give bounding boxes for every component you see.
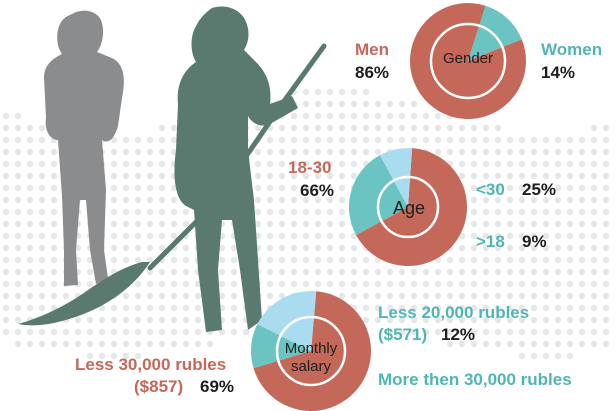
salary-less-20000-sub: ($571): [378, 325, 428, 344]
center-ring: [429, 22, 507, 100]
age-under-30-label: <30: [476, 180, 505, 199]
salary-less-20000-label: Less 20,000 rubles: [378, 303, 530, 322]
age-donut: [349, 147, 467, 266]
salary-less-30000-sub: ($857): [134, 377, 184, 396]
salary-center-label-line2: salary: [290, 358, 331, 375]
gender-center-label: Gender: [442, 50, 494, 67]
slice-men: [410, 2, 527, 119]
slice-18-30: [356, 148, 467, 266]
age-18-30-label: 18-30: [288, 158, 332, 177]
salary-donut: [250, 291, 371, 411]
women-percent: 14%: [541, 63, 576, 82]
center-ring: [376, 175, 440, 239]
age-center-label: Age: [392, 198, 426, 218]
age-over-18-label: >18: [476, 232, 505, 251]
slice-women: [468, 5, 522, 62]
age-18-30-percent: 66%: [300, 181, 335, 200]
center-ring: [275, 315, 347, 387]
age-over-18-percent: 9%: [522, 232, 547, 251]
salary-more-30000-label: More then 30,000 rubles: [378, 370, 572, 389]
men-label: Men: [355, 40, 389, 59]
slice-less-30-000-rubles: [253, 291, 371, 411]
slice-less-20-000-rubles: [250, 324, 311, 369]
salary-less-30000-label: Less 30,000 rubles: [75, 355, 227, 374]
worker-silhouette: [18, 6, 327, 332]
gender-donut: [410, 2, 527, 119]
age-under-30-percent: 25%: [522, 180, 557, 199]
salary-less-30000-percent: 69%: [200, 377, 235, 396]
slice-18: [379, 147, 413, 207]
women-label: Women: [541, 40, 603, 59]
men-percent: 86%: [355, 63, 390, 82]
slice-30: [349, 155, 408, 236]
slice-more-then-30-000-rubles: [257, 291, 317, 351]
standing-man-silhouette: [44, 10, 124, 286]
salary-less-20000-percent: 12%: [441, 325, 476, 344]
salary-center-label-line1: Monthly: [284, 340, 338, 357]
